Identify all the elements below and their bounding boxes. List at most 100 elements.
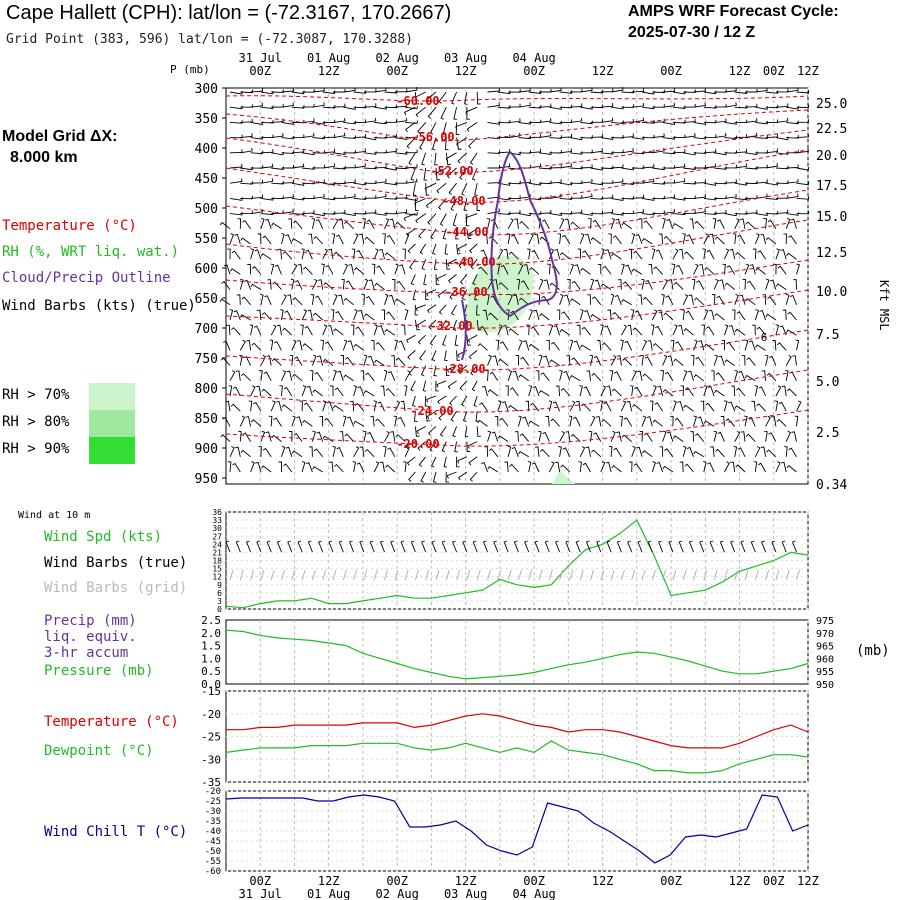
wind-barb [531, 462, 540, 473]
wind-barb [737, 234, 746, 245]
bottom-time-label: 12Z [318, 874, 340, 888]
wind-barb [341, 278, 345, 290]
wind-barb [381, 309, 385, 320]
rh70-label: RH > 70% [2, 387, 70, 403]
wind-barb [472, 274, 478, 286]
wind-barb [675, 264, 684, 275]
wind-barb [497, 435, 509, 442]
wind-barb [703, 233, 710, 245]
wind-barb [488, 235, 499, 245]
wind-barb [281, 445, 286, 457]
wind-barb [395, 357, 406, 366]
wind-barb [228, 385, 233, 397]
wind-barb [642, 450, 653, 458]
wind-barb [745, 298, 756, 306]
wind-barb [325, 264, 334, 275]
wind-barb [528, 211, 542, 215]
wind-barb [569, 339, 574, 351]
wind-barb [628, 461, 633, 473]
wind-barb [765, 278, 770, 290]
wind-barb [405, 120, 418, 124]
wind-barb [564, 218, 571, 229]
wind-barb-grid [744, 569, 749, 581]
rh-shade-area-surface [552, 470, 575, 484]
wind-barb [405, 122, 416, 133]
wind-barb [289, 354, 294, 366]
wind-barb [580, 267, 591, 275]
wind-barb [705, 402, 715, 412]
wind-barb [353, 133, 367, 139]
wind-barb [657, 385, 664, 397]
wind-barb [260, 105, 274, 109]
top-date-label: 31 Jul [239, 51, 282, 65]
wind-barb [628, 248, 633, 260]
wind-barb [387, 371, 396, 381]
wind-barb [767, 219, 777, 230]
top-time-label: 12Z [318, 64, 340, 78]
wind-barb [239, 339, 246, 351]
wind-barb [611, 178, 624, 184]
wind-barb [438, 304, 447, 315]
wind-barb [476, 426, 481, 437]
wind-barb-grid [631, 569, 636, 581]
wind-barb [561, 311, 571, 321]
wind-barb-true [781, 540, 787, 553]
wind-barb [785, 217, 791, 229]
wind-barb [610, 355, 617, 366]
wind-barb [672, 248, 679, 260]
wind-barb [281, 194, 294, 199]
wind-barb [261, 388, 272, 397]
wind-barb [291, 196, 305, 201]
wind-tick-label: 36 [212, 508, 222, 517]
wind-barb [744, 339, 749, 351]
wind-tick-label: 6 [217, 589, 222, 598]
temperature-contour [225, 95, 809, 102]
wind-barb [313, 448, 324, 458]
wind-tick-label: 18 [212, 557, 222, 566]
precip-tick-label: 1.5 [201, 640, 221, 653]
wind-barb [765, 104, 779, 109]
wind-barb [474, 289, 478, 301]
wind-barb [465, 106, 478, 115]
wind-barb [437, 198, 447, 210]
wind-barb [519, 220, 530, 230]
wind-barb [518, 374, 529, 382]
wind-barb [504, 461, 509, 473]
wind-barb-true [297, 540, 303, 553]
wind-barb [358, 309, 365, 321]
wind-barb [256, 385, 262, 397]
wind-barb [234, 233, 241, 245]
wind-barb [232, 386, 241, 397]
wind-barb [571, 280, 581, 290]
wind-barb [353, 233, 359, 245]
temperature-contour-label: -40.00 [452, 255, 495, 269]
temperature-contour [225, 259, 809, 296]
wind-barb [596, 416, 602, 427]
wind-barb [278, 461, 282, 472]
wind-barb [501, 401, 509, 412]
wind-barb [591, 296, 602, 306]
wind-barb [647, 340, 653, 351]
wind-barb [672, 163, 686, 169]
wind-barb [780, 461, 787, 473]
wind-barb [748, 416, 756, 427]
wind-barb [533, 309, 540, 321]
wind-barb [596, 339, 602, 351]
wind-barb [500, 264, 509, 275]
wind-barb [419, 243, 427, 255]
wind-barb [417, 334, 427, 345]
wind-barb [433, 365, 437, 377]
wind-barb [497, 211, 511, 215]
wind-barb [507, 233, 511, 245]
wind-barb [683, 404, 694, 412]
wind-barb [364, 313, 375, 321]
wind-barb [586, 370, 591, 381]
wind-barb [731, 309, 736, 321]
wind-barb [623, 417, 633, 427]
bottom-time-label: 12Z [455, 874, 477, 888]
wind-barb-grid [384, 569, 388, 581]
wind-barb-grid [456, 569, 461, 581]
wind-barb [330, 309, 335, 321]
wind-barb [463, 198, 468, 212]
wind-barb [270, 263, 275, 275]
